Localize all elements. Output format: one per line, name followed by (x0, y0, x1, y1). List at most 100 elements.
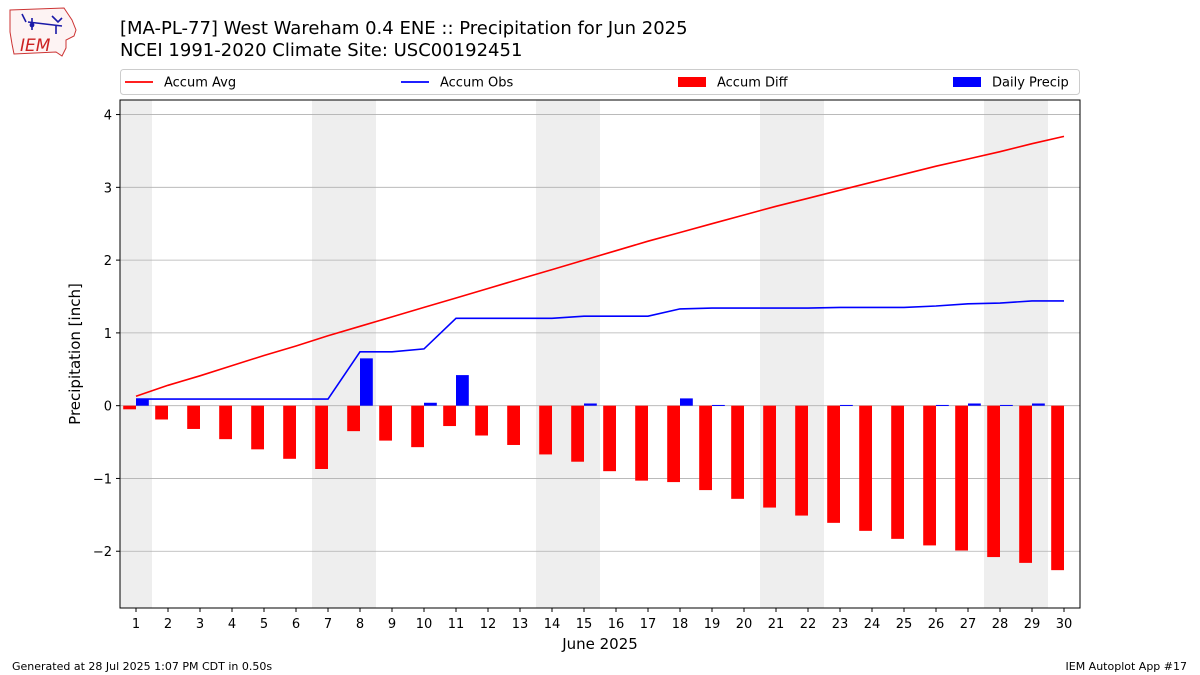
daily-precip-bar (840, 404, 853, 406)
daily-precip-bar (456, 375, 469, 406)
x-tick-label: 7 (324, 617, 332, 632)
x-tick-label: 28 (992, 617, 1009, 632)
x-tick-label: 24 (864, 617, 881, 632)
station-dot-icon (29, 22, 35, 28)
accum-diff-bar (283, 405, 296, 459)
accum-diff-bar (507, 405, 520, 445)
x-tick-label: 21 (768, 617, 785, 632)
accum-diff-bar (411, 405, 424, 448)
y-tick-label: 1 (104, 327, 112, 342)
accum-diff-bar (635, 405, 648, 481)
x-tick-label: 8 (356, 617, 364, 632)
legend-label: Accum Obs (440, 76, 513, 91)
iem-logo: IEM (9, 7, 77, 57)
legend-swatch-bar (953, 77, 981, 87)
bar-series (123, 358, 1064, 571)
accum-diff-bar (443, 405, 456, 427)
accum-diff-bar (955, 405, 968, 551)
accum-diff-bar (475, 405, 488, 436)
y-tick-label: −1 (93, 472, 112, 487)
x-tick-label: 26 (928, 617, 945, 632)
x-tick-label: 17 (640, 617, 657, 632)
x-tick-label: 9 (388, 617, 396, 632)
accum-diff-bar (379, 405, 392, 441)
weekend-shade-band (120, 100, 152, 608)
accum-diff-bar (987, 405, 1000, 558)
weekend-shading (120, 100, 1048, 608)
weekend-shade-band (312, 100, 344, 608)
accum-diff-bar (763, 405, 776, 508)
x-tick-label: 22 (800, 617, 817, 632)
x-tick-label: 19 (704, 617, 721, 632)
daily-precip-bar (680, 398, 693, 406)
daily-precip-bar (712, 404, 725, 406)
accum-diff-bar (1051, 405, 1064, 571)
accum-diff-bar (155, 405, 168, 420)
accum-diff-bar (251, 405, 264, 450)
x-tick-label: 27 (960, 617, 977, 632)
accum-diff-bar (859, 405, 872, 531)
x-tick-label: 2 (164, 617, 172, 632)
x-tick-label: 1 (132, 617, 140, 632)
x-tick-label: 14 (544, 617, 561, 632)
accum-diff-bar (187, 405, 200, 429)
legend-label: Daily Precip (992, 76, 1069, 91)
x-axis-label: June 2025 (561, 635, 638, 653)
x-tick-label: 13 (512, 617, 529, 632)
x-tick-label: 25 (896, 617, 913, 632)
accum-diff-bar (891, 405, 904, 539)
chart-subtitle: NCEI 1991-2020 Climate Site: USC00192451 (120, 40, 523, 61)
weekend-shade-band (344, 100, 376, 608)
accum-diff-bar (827, 405, 840, 523)
accum-diff-bar (603, 405, 616, 472)
legend-label: Accum Avg (164, 76, 236, 91)
x-tick-label: 4 (228, 617, 236, 632)
daily-precip-bar (936, 404, 949, 406)
legend-swatch-bar (678, 77, 706, 87)
accum-diff-bar (731, 405, 744, 499)
x-tick-label: 20 (736, 617, 753, 632)
accum-diff-bar (219, 405, 232, 440)
app-note: IEM Autoplot App #17 (1065, 660, 1188, 673)
accum-diff-bar (923, 405, 936, 546)
x-tick-label: 29 (1024, 617, 1041, 632)
x-tick-label: 6 (292, 617, 300, 632)
daily-precip-bar (584, 403, 597, 406)
logo-text: IEM (20, 36, 51, 56)
accum-diff-bar (795, 405, 808, 516)
y-tick-label: −2 (93, 545, 112, 560)
x-tick-label: 15 (576, 617, 593, 632)
legend: Accum Avg Accum Obs Accum Diff Daily Precip (120, 69, 1080, 95)
x-tick-label: 16 (608, 617, 625, 632)
accum-diff-bar (315, 405, 328, 469)
y-tick-label: 4 (104, 109, 112, 124)
daily-precip-bar (360, 358, 373, 406)
accum-diff-bar (123, 405, 136, 410)
legend-label: Accum Diff (717, 76, 789, 91)
accum-diff-bar (667, 405, 680, 483)
weekend-shade-band (568, 100, 600, 608)
x-tick-label: 5 (260, 617, 268, 632)
accum-diff-bar (699, 405, 712, 491)
x-tick-label: 23 (832, 617, 849, 632)
y-tick-label: 0 (104, 400, 112, 415)
x-tick-label: 11 (448, 617, 465, 632)
accum-diff-bar (571, 405, 584, 462)
legend-box (120, 69, 1080, 95)
accum-obs-line (136, 300, 1064, 400)
weekend-shade-band (536, 100, 568, 608)
weekend-shade-band (760, 100, 792, 608)
chart-title: [MA-PL-77] West Wareham 0.4 ENE :: Preci… (120, 18, 688, 39)
daily-precip-bar (1032, 403, 1045, 406)
x-tick-label: 3 (196, 617, 204, 632)
accum-diff-bar (1019, 405, 1032, 563)
daily-precip-bar (136, 399, 149, 406)
x-tick-label: 18 (672, 617, 689, 632)
accum-avg-line (135, 135, 1065, 397)
line-series (135, 135, 1065, 400)
daily-precip-bar (424, 402, 437, 406)
grid-lines (120, 114, 1080, 552)
x-tick-label: 12 (480, 617, 497, 632)
